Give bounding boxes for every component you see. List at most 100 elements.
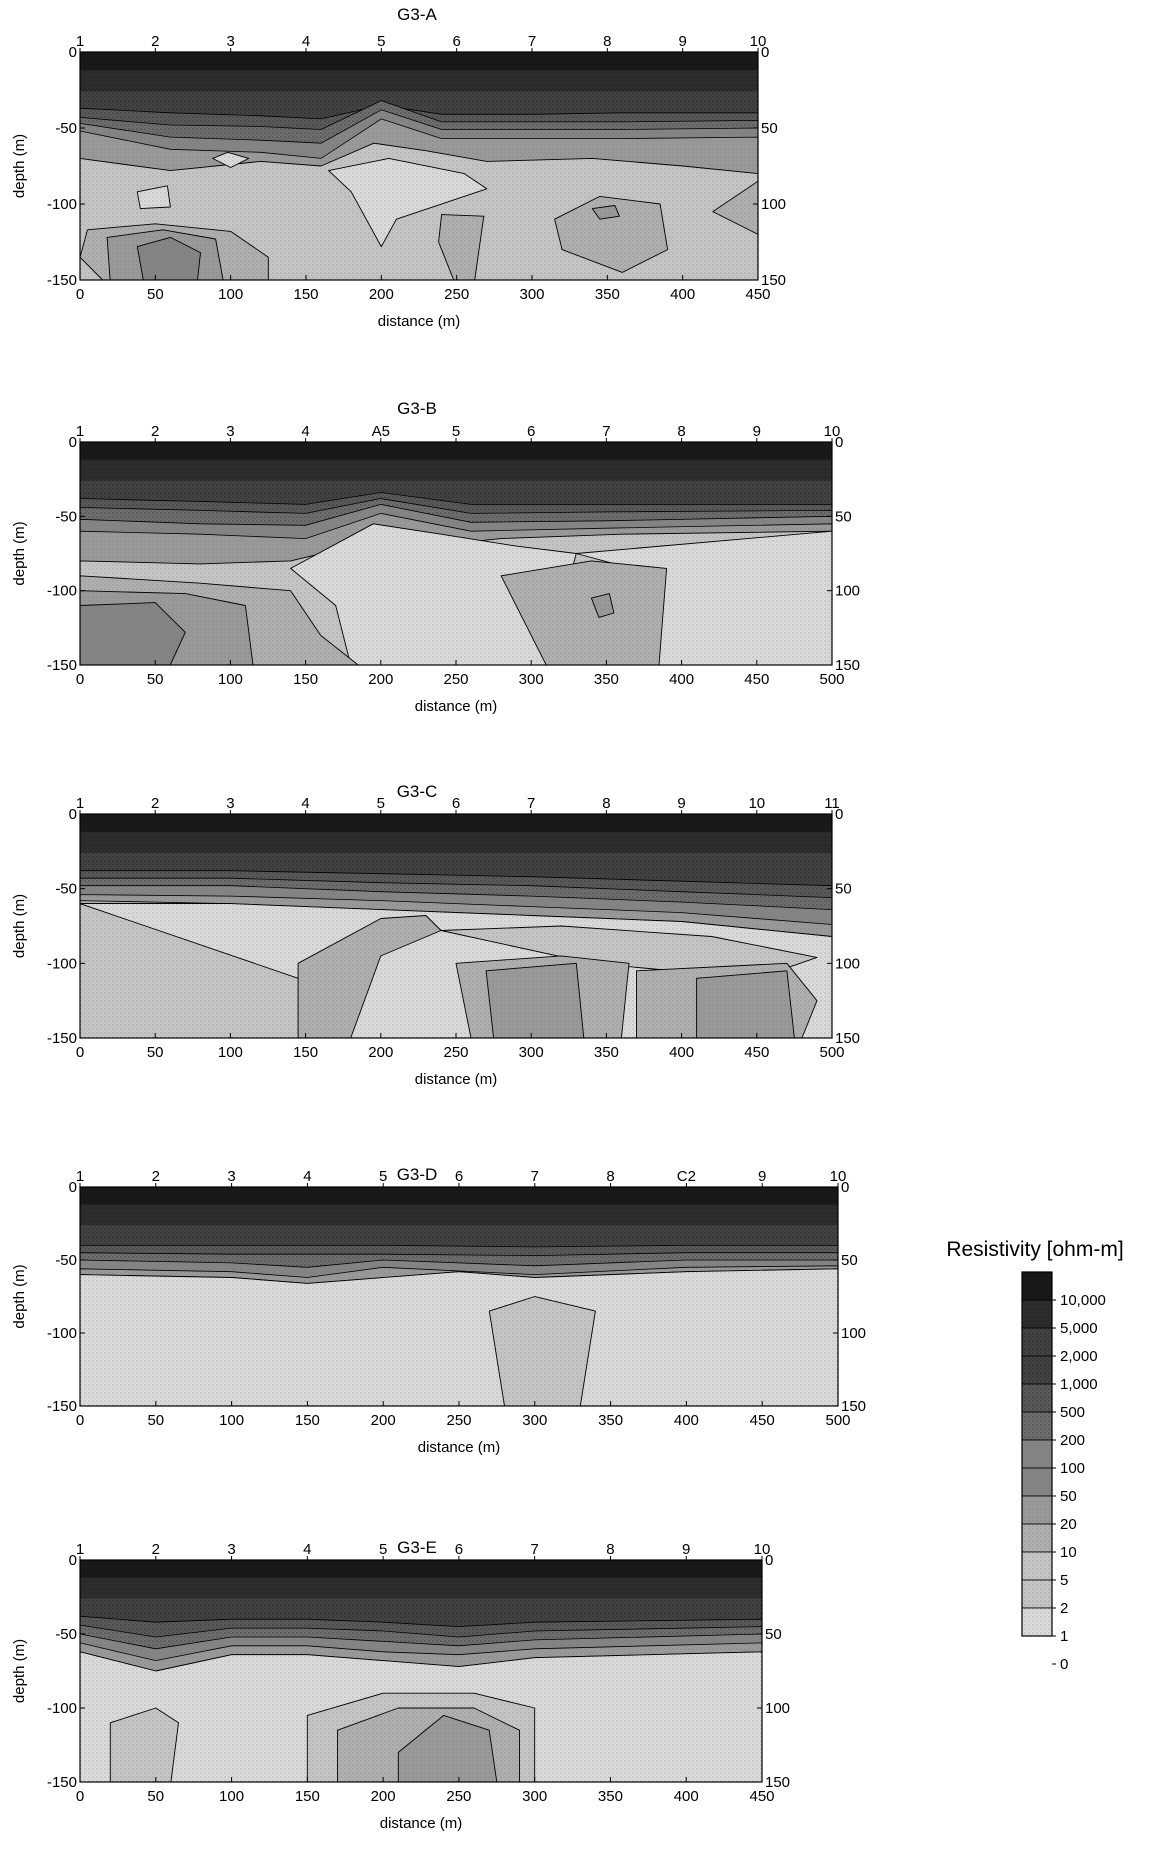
station-label: 7 <box>602 423 610 440</box>
y-tick-label-right: 150 <box>841 1398 866 1415</box>
x-axis-label: distance (m) <box>418 1439 501 1456</box>
y-tick-label-right: 0 <box>835 434 843 451</box>
y-tick-label-right: 100 <box>841 1325 866 1342</box>
resistivity-legend: Resistivity [ohm-m] 10,000 5,000 2,000 1,00… <box>946 1238 1123 1673</box>
contour-plot <box>80 814 832 1038</box>
x-tick-label: 50 <box>147 1788 164 1805</box>
station-label: 4 <box>302 33 310 50</box>
x-tick-label: 250 <box>446 1412 471 1429</box>
x-tick-label: 200 <box>371 1412 396 1429</box>
station-label: 6 <box>455 1541 463 1558</box>
y-tick-label: 0 <box>69 1179 77 1196</box>
x-tick-label: 0 <box>76 1788 84 1805</box>
panel-title: G3-B <box>397 399 437 418</box>
station-label: 7 <box>531 1168 539 1185</box>
station-label: 5 <box>452 423 460 440</box>
x-tick-label: 450 <box>749 1788 774 1805</box>
station-label: 10 <box>748 795 765 812</box>
station-label: 6 <box>452 33 460 50</box>
x-tick-label: 500 <box>819 671 844 688</box>
station-label: A5 <box>372 423 390 440</box>
contour-region <box>136 236 201 280</box>
station-label: 8 <box>603 33 611 50</box>
x-tick-label: 100 <box>219 1788 244 1805</box>
contour-region <box>328 157 488 248</box>
y-tick-label: -50 <box>55 120 77 137</box>
legend-frame <box>1021 1271 1053 1637</box>
contour-region <box>500 560 668 665</box>
legend-swatch <box>1021 1607 1053 1637</box>
x-tick-label: 200 <box>369 286 394 303</box>
x-tick-label: 450 <box>745 286 770 303</box>
x-tick-label: 450 <box>744 671 769 688</box>
legend-label: 2,000 <box>1060 1348 1098 1365</box>
station-label: 4 <box>303 1168 311 1185</box>
y-axis-label: depth (m) <box>11 1639 28 1703</box>
contour-region <box>297 915 442 1038</box>
y-tick-label-right: 100 <box>765 1700 790 1717</box>
station-label: 2 <box>152 1168 160 1185</box>
y-tick-label-right: 100 <box>835 955 860 972</box>
station-label: 3 <box>227 1168 235 1185</box>
station-label: 7 <box>528 33 536 50</box>
x-tick-label: 300 <box>519 1044 544 1061</box>
plot-frame <box>79 1559 763 1783</box>
legend-title: Resistivity [ohm-m] <box>946 1238 1123 1261</box>
legend-label: 10 <box>1060 1544 1077 1561</box>
station-label: 8 <box>606 1541 614 1558</box>
station-label: 2 <box>151 795 159 812</box>
y-tick-label-right: 50 <box>761 120 778 137</box>
x-tick-label: 350 <box>598 1412 623 1429</box>
contour-region <box>485 962 585 1038</box>
y-tick-label-right: 0 <box>761 44 769 61</box>
plot-frame <box>79 51 759 281</box>
y-tick-label: -50 <box>55 1252 77 1269</box>
panel-g3-d: G3-D 0 50 100 150 200 250 300 350 400 450 500dista… <box>11 1165 866 1456</box>
station-label: C2 <box>677 1168 696 1185</box>
station-label: 2 <box>151 33 159 50</box>
legend-swatch <box>1021 1551 1053 1581</box>
contour-region <box>136 185 171 210</box>
station-label: 4 <box>301 795 309 812</box>
y-tick-label: -100 <box>47 1700 77 1717</box>
legend-swatch <box>1021 1495 1053 1525</box>
station-label: 9 <box>682 1541 690 1558</box>
contour-region <box>80 602 186 665</box>
panel-g3-b: G3-B 0 50 100 150 200 250 300 350 400 450 500dista… <box>11 399 860 715</box>
panel-title: G3-E <box>397 1538 437 1557</box>
station-label: 9 <box>677 795 685 812</box>
station-label: 1 <box>76 33 84 50</box>
y-tick-label-right: 50 <box>765 1626 782 1643</box>
x-tick-label: 350 <box>594 671 619 688</box>
station-label: 7 <box>530 1541 538 1558</box>
legend-swatch <box>1021 1467 1053 1497</box>
x-axis-label: distance (m) <box>378 313 461 330</box>
legend-swatch <box>1021 1579 1053 1609</box>
layer-band <box>80 1204 838 1225</box>
station-label: 2 <box>151 423 159 440</box>
legend-label: 500 <box>1060 1404 1085 1421</box>
legend-label: 5 <box>1060 1572 1068 1589</box>
x-tick-label: 350 <box>594 1044 619 1061</box>
station-label: 1 <box>76 1168 84 1185</box>
legend-swatch <box>1021 1383 1053 1413</box>
layer-band <box>80 459 832 481</box>
contour-plot <box>80 1560 762 1782</box>
y-tick-label-right: 100 <box>835 583 860 600</box>
x-tick-label: 100 <box>218 1044 243 1061</box>
x-tick-label: 50 <box>147 286 164 303</box>
x-tick-label: 400 <box>674 1412 699 1429</box>
legend-label: 100 <box>1060 1460 1085 1477</box>
legend-swatch <box>1021 1523 1053 1553</box>
panel-g3-e: G3-E 0 50 100 150 200 250 300 350 400 450distance… <box>11 1538 790 1832</box>
x-tick-label: 500 <box>819 1044 844 1061</box>
station-label: 9 <box>678 33 686 50</box>
x-tick-label: 200 <box>368 671 393 688</box>
x-tick-label: 0 <box>76 671 84 688</box>
legend-swatch <box>1021 1271 1053 1301</box>
contour-region <box>696 970 795 1038</box>
x-axis-label: distance (m) <box>415 698 498 715</box>
station-label: 3 <box>227 1541 235 1558</box>
station-label: 1 <box>76 423 84 440</box>
y-tick-label: 0 <box>69 44 77 61</box>
